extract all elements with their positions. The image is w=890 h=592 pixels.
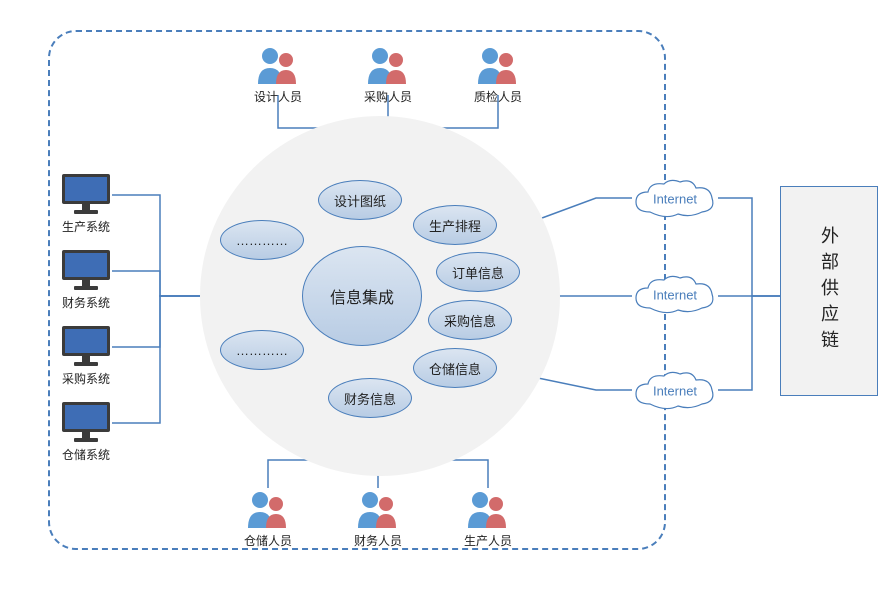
people-label: 财务人员 xyxy=(352,532,404,549)
people-purch-staff: 采购人员 xyxy=(362,44,414,105)
people-label: 设计人员 xyxy=(252,88,304,105)
monitor-purch-sys: 采购系统 xyxy=(60,324,112,387)
ellipse-label: ………… xyxy=(236,233,288,248)
monitor-label: 生产系统 xyxy=(60,218,112,235)
cloud-cloud-2: Internet xyxy=(630,272,720,318)
people-prod-staff: 生产人员 xyxy=(462,488,514,549)
cloud-cloud-3: Internet xyxy=(630,368,720,414)
people-store-staff: 仓储人员 xyxy=(242,488,294,549)
people-label: 生产人员 xyxy=(462,532,514,549)
ellipse-label: 生产排程 xyxy=(429,216,481,235)
center-ellipse-label: 信息集成 xyxy=(330,284,394,308)
ellipse-label: 设计图纸 xyxy=(334,191,386,210)
monitor-prod-sys: 生产系统 xyxy=(60,172,112,235)
ellipse-purchase-info: 采购信息 xyxy=(428,300,512,340)
monitor-label: 采购系统 xyxy=(60,370,112,387)
ellipse-order-info: 订单信息 xyxy=(436,252,520,292)
people-design-staff: 设计人员 xyxy=(252,44,304,105)
ellipse-label: 采购信息 xyxy=(444,311,496,330)
ellipse-ellipsis-bot: ………… xyxy=(220,330,304,370)
monitor-label: 财务系统 xyxy=(60,294,112,311)
ellipse-design-drawings: 设计图纸 xyxy=(318,180,402,220)
people-label: 仓储人员 xyxy=(242,532,294,549)
people-label: 质检人员 xyxy=(472,88,524,105)
ellipse-label: 订单信息 xyxy=(452,263,504,282)
ellipse-warehouse-info: 仓储信息 xyxy=(413,348,497,388)
ellipse-finance-info: 财务信息 xyxy=(328,378,412,418)
people-qc-staff: 质检人员 xyxy=(472,44,524,105)
cloud-cloud-1: Internet xyxy=(630,176,720,222)
ellipse-label: 仓储信息 xyxy=(429,359,481,378)
cloud-label: Internet xyxy=(653,384,697,399)
cloud-label: Internet xyxy=(653,192,697,207)
external-supply-chain-label: 外部供应链 xyxy=(816,226,842,356)
ellipse-label: 财务信息 xyxy=(344,389,396,408)
ellipse-ellipsis-top: ………… xyxy=(220,220,304,260)
people-label: 采购人员 xyxy=(362,88,414,105)
monitor-finance-sys: 财务系统 xyxy=(60,248,112,311)
diagram-stage: 信息集成 设计图纸生产排程订单信息采购信息仓储信息财务信息 ………… ………… 生产… xyxy=(0,0,890,592)
monitor-label: 仓储系统 xyxy=(60,446,112,463)
monitor-store-sys: 仓储系统 xyxy=(60,400,112,463)
center-ellipse-info-integration: 信息集成 xyxy=(302,246,422,346)
ellipse-prod-schedule: 生产排程 xyxy=(413,205,497,245)
external-supply-chain-box: 外部供应链 xyxy=(780,186,878,396)
people-finance-staff: 财务人员 xyxy=(352,488,404,549)
cloud-label: Internet xyxy=(653,288,697,303)
ellipse-label: ………… xyxy=(236,343,288,358)
